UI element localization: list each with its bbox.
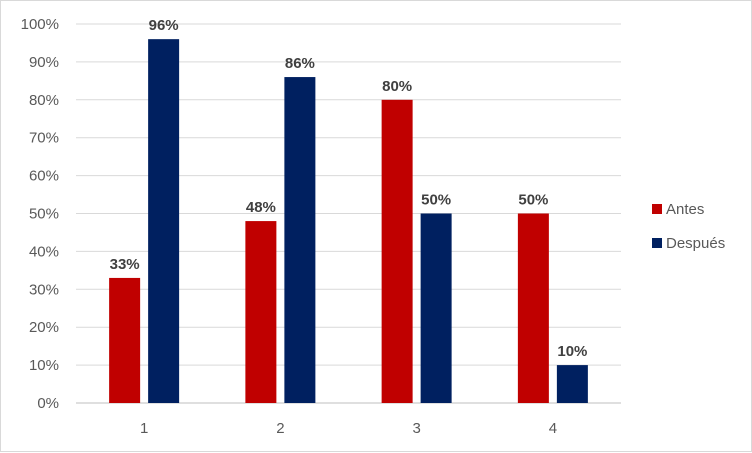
y-tick-label: 90%: [29, 54, 59, 71]
bar-antes-4: [517, 213, 549, 403]
bar-después-3: [420, 213, 452, 403]
y-tick-label: 60%: [29, 168, 59, 185]
x-tick-label: 4: [549, 420, 557, 437]
bar-después-1: [148, 39, 180, 403]
x-tick-label: 3: [412, 420, 420, 437]
bar-después-2: [284, 77, 316, 403]
data-label: 80%: [382, 78, 412, 95]
bar-antes-2: [245, 221, 277, 403]
legend-swatch: [652, 204, 662, 214]
data-label: 33%: [110, 256, 140, 273]
data-label: 96%: [149, 17, 179, 34]
legend-swatch: [652, 238, 662, 248]
y-tick-label: 50%: [29, 206, 59, 223]
bar-antes-1: [109, 277, 141, 403]
y-tick-label: 80%: [29, 92, 59, 109]
bar-antes-3: [381, 99, 413, 404]
legend-label: Antes: [666, 201, 704, 218]
data-label: 50%: [421, 192, 451, 209]
bars: [109, 39, 588, 404]
y-tick-label: 20%: [29, 319, 59, 336]
y-axis-tick-labels: 0% 10% 20% 30% 40% 50% 60% 70% 80% 90% 100%: [21, 16, 59, 412]
data-label: 86%: [285, 55, 315, 72]
legend-label: Después: [666, 235, 725, 252]
x-tick-label: 2: [276, 420, 284, 437]
y-tick-label: 100%: [21, 16, 59, 33]
y-tick-label: 70%: [29, 130, 59, 147]
data-label: 10%: [557, 343, 587, 360]
y-tick-label: 0%: [37, 395, 59, 412]
y-tick-label: 30%: [29, 281, 59, 298]
y-tick-label: 40%: [29, 243, 59, 260]
bar-después-4: [556, 365, 588, 403]
data-labels: 33% 96% 48% 86% 80% 50% 50% 10%: [110, 17, 588, 360]
legend: Antes Después: [652, 201, 725, 252]
x-tick-label: 1: [140, 420, 148, 437]
x-axis-tick-labels: 1 2 3 4: [140, 420, 557, 437]
data-label: 50%: [518, 192, 548, 209]
y-tick-label: 10%: [29, 357, 59, 374]
data-label: 48%: [246, 199, 276, 216]
